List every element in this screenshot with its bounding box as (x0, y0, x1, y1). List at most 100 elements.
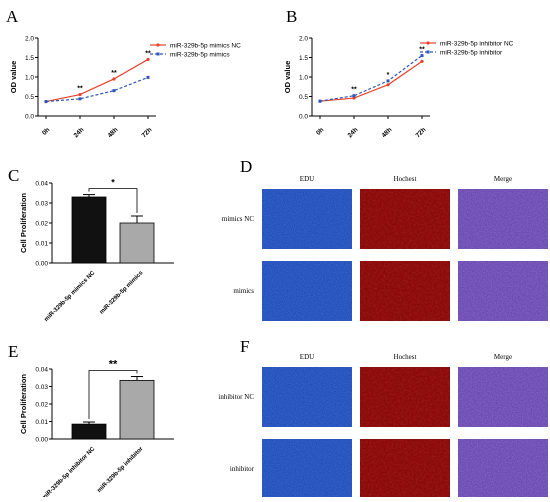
y-tick-label: 0.5 (299, 94, 308, 101)
data-point (78, 92, 82, 97)
y-tick-label: 1.0 (299, 75, 308, 82)
series-line-1 (45, 58, 149, 103)
data-point (112, 77, 116, 81)
legend-label: miR-329b-5p inhibitor (440, 50, 503, 57)
y-tick-label: 1.5 (299, 55, 308, 62)
bar (71, 196, 107, 264)
image-texture (458, 189, 548, 249)
image-texture (458, 367, 548, 427)
column-label: EDU (300, 175, 314, 183)
y-tick-label: 0.02 (35, 402, 48, 409)
data-point (420, 54, 424, 58)
panel-label-d: D (240, 157, 252, 176)
data-point (78, 97, 82, 101)
y-tick-label: 0.02 (35, 221, 48, 228)
x-tick-label: 0h (315, 126, 325, 136)
x-tick-label: miR-329b-5p mimics NC (44, 270, 97, 323)
row-label: inhibitor NC (218, 393, 254, 401)
image-texture (262, 189, 352, 249)
legend-marker (156, 43, 160, 47)
line-chart-a: 0.0 0.5 1.0 1.5 2.0 0h 24h 48h 72h OD value ** ** **… (9, 36, 241, 140)
data-point (386, 83, 390, 87)
legend-label: miR-329b-5p mimics (170, 52, 230, 59)
bar (119, 379, 155, 440)
series-line-2 (45, 76, 149, 103)
y-tick-label: 0.03 (35, 384, 48, 391)
y-axis-label: Cell Proliferation (19, 193, 28, 253)
microscopy-grid-f: EDU Hochest Merge inhibitor NC inhibitor (218, 353, 548, 499)
y-axis-label: OD value (9, 61, 18, 94)
data-point (386, 79, 390, 83)
y-tick-label: 0.0 (299, 114, 308, 121)
y-tick-label: 2.0 (299, 36, 308, 43)
x-tick-label: 24h (73, 126, 86, 139)
image-texture (262, 439, 352, 499)
y-tick-label: 0.5 (25, 94, 34, 101)
data-point (352, 94, 356, 98)
series-line-1 (319, 60, 423, 102)
data-point (318, 99, 322, 103)
panel-label-f: F (240, 337, 249, 356)
panel-label-c: C (8, 166, 19, 185)
image-texture (360, 261, 450, 321)
x-tick-label: miR-329b-5p inhibitor NC (41, 446, 97, 497)
column-label: EDU (300, 353, 314, 361)
significance-marker: ** (419, 47, 425, 54)
y-axis-label: Cell Proliferation (19, 374, 28, 434)
image-texture (262, 261, 352, 321)
data-point (420, 59, 424, 64)
y-tick-label: 1.5 (25, 55, 34, 62)
data-point (146, 57, 150, 62)
legend-label: miR-329b-5p mimics NC (170, 43, 241, 50)
x-tick-label: 48h (381, 126, 394, 139)
image-texture (262, 367, 352, 427)
panel-label-a: A (6, 7, 19, 26)
y-tick-label: 0.01 (35, 419, 48, 426)
image-texture (360, 367, 450, 427)
y-tick-label: 0.00 (35, 261, 48, 268)
x-tick-label: 48h (107, 126, 120, 139)
x-tick-label: 72h (141, 126, 154, 139)
x-tick-label: miR-329b-5p inhibitor (97, 446, 145, 494)
x-tick-label: 0h (41, 126, 51, 136)
significance-marker: ** (77, 86, 83, 93)
y-tick-label: 0.03 (35, 201, 48, 208)
y-tick-label: 0.0 (25, 114, 34, 121)
x-tick-label: 24h (347, 126, 360, 139)
x-tick-label: 72h (415, 126, 428, 139)
significance-bracket (88, 188, 138, 213)
legend-marker (156, 52, 160, 56)
panel-label-b: B (286, 7, 297, 26)
y-tick-label: 0.01 (35, 241, 48, 248)
data-point (44, 100, 48, 104)
column-label: Merge (494, 353, 512, 361)
x-tick-label: miR-329b-5p mimics (99, 270, 145, 316)
y-axis-label: OD value (283, 61, 292, 94)
bar-chart-c: 0.00 0.01 0.02 0.03 0.04 Cell Proliferation mi… (19, 178, 174, 323)
legend-marker (426, 50, 430, 54)
series-line-2 (319, 55, 423, 102)
image-texture (458, 439, 548, 499)
row-label: inhibitor (230, 465, 255, 473)
microscopy-grid-d: EDU Hochest Merge mimics NC mimics (222, 175, 548, 321)
significance-marker: * (111, 178, 115, 188)
data-point (146, 75, 150, 79)
bar (71, 423, 107, 440)
image-texture (458, 261, 548, 321)
y-tick-label: 1.0 (25, 75, 34, 82)
y-tick-label: 0.00 (35, 437, 48, 444)
row-label: mimics NC (222, 215, 254, 223)
column-label: Hochest (394, 353, 417, 361)
legend-label: miR-329b-5p inhibitor NC (440, 41, 514, 48)
image-texture (360, 439, 450, 499)
y-tick-label: 0.04 (35, 367, 48, 374)
significance-marker: * (387, 72, 390, 79)
bar (119, 222, 155, 264)
row-label: mimics (233, 287, 254, 295)
significance-marker: ** (111, 70, 117, 77)
column-label: Hochest (394, 175, 417, 183)
bar-chart-e: 0.00 0.01 0.02 0.03 0.04 Cell Proliferation mi… (19, 359, 174, 501)
data-point (352, 96, 356, 100)
